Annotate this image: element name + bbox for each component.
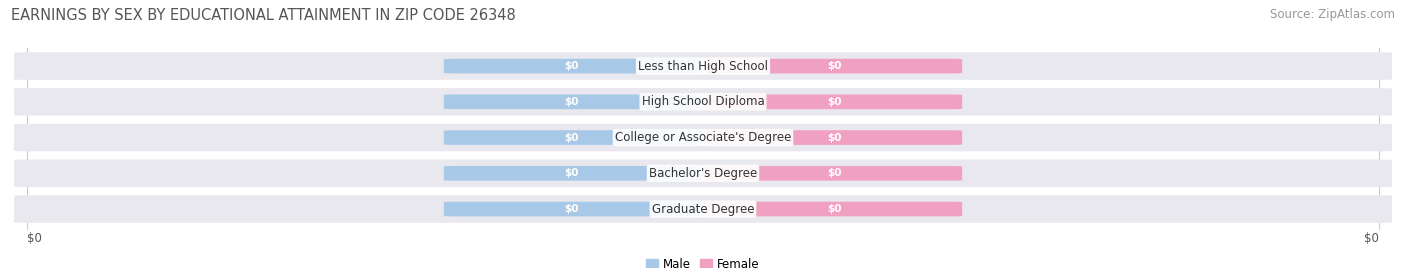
FancyBboxPatch shape xyxy=(444,59,700,73)
FancyBboxPatch shape xyxy=(11,124,1395,151)
Text: Less than High School: Less than High School xyxy=(638,59,768,73)
Text: Source: ZipAtlas.com: Source: ZipAtlas.com xyxy=(1270,8,1395,21)
Text: $0: $0 xyxy=(565,204,579,214)
Text: Bachelor's Degree: Bachelor's Degree xyxy=(650,167,756,180)
Text: $0: $0 xyxy=(827,61,841,71)
Text: $0: $0 xyxy=(827,204,841,214)
Text: $0: $0 xyxy=(565,61,579,71)
FancyBboxPatch shape xyxy=(11,88,1395,116)
FancyBboxPatch shape xyxy=(11,52,1395,80)
FancyBboxPatch shape xyxy=(706,202,962,216)
FancyBboxPatch shape xyxy=(706,59,962,73)
FancyBboxPatch shape xyxy=(444,95,700,109)
Text: Graduate Degree: Graduate Degree xyxy=(652,203,754,215)
Text: $0: $0 xyxy=(565,97,579,107)
Text: High School Diploma: High School Diploma xyxy=(641,95,765,108)
Text: $0: $0 xyxy=(565,133,579,143)
Text: $0: $0 xyxy=(827,168,841,178)
FancyBboxPatch shape xyxy=(11,195,1395,223)
Text: $0: $0 xyxy=(827,97,841,107)
Text: $0: $0 xyxy=(565,168,579,178)
FancyBboxPatch shape xyxy=(444,130,700,145)
Text: $0: $0 xyxy=(827,133,841,143)
FancyBboxPatch shape xyxy=(706,166,962,181)
FancyBboxPatch shape xyxy=(11,159,1395,187)
FancyBboxPatch shape xyxy=(444,202,700,216)
FancyBboxPatch shape xyxy=(706,130,962,145)
Legend: Male, Female: Male, Female xyxy=(647,258,759,268)
Text: $0: $0 xyxy=(1364,232,1379,245)
Text: EARNINGS BY SEX BY EDUCATIONAL ATTAINMENT IN ZIP CODE 26348: EARNINGS BY SEX BY EDUCATIONAL ATTAINMEN… xyxy=(11,8,516,23)
Text: $0: $0 xyxy=(27,232,42,245)
Text: College or Associate's Degree: College or Associate's Degree xyxy=(614,131,792,144)
FancyBboxPatch shape xyxy=(444,166,700,181)
FancyBboxPatch shape xyxy=(706,95,962,109)
